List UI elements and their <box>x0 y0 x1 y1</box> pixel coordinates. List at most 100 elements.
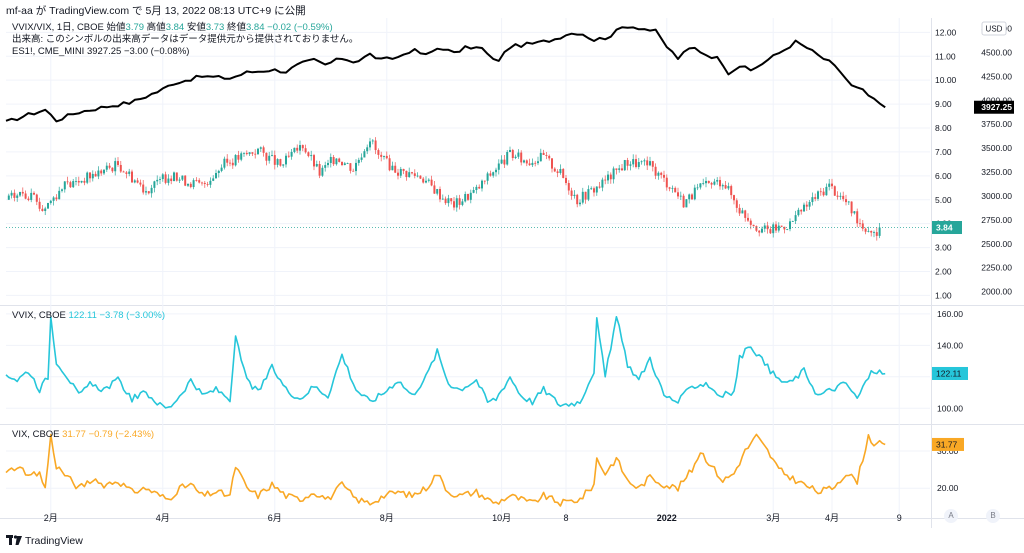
ratio-candle-body <box>663 174 665 178</box>
ratio-candle-body <box>363 151 366 158</box>
vix-last-price-label: 31.77 <box>936 439 958 449</box>
ratio-candle-body <box>38 201 41 209</box>
axis-button-a[interactable]: A <box>944 509 958 523</box>
es-tick-label: 4250.00 <box>981 71 1012 81</box>
ratio-candle-body <box>380 154 383 157</box>
ratio-candle-body <box>735 200 738 208</box>
es-symbol: ES1!, CME_MINI <box>12 46 85 57</box>
ratio-candle-body <box>447 198 450 204</box>
ratio-candle-body <box>531 162 534 166</box>
ratio-candle-body <box>805 204 808 207</box>
ratio-candle-body <box>16 195 19 198</box>
ratio-candle-body <box>251 152 254 154</box>
ratio-candle-body <box>346 163 349 165</box>
ratio-candle-body <box>752 224 755 227</box>
ratio-candle-body <box>422 178 425 183</box>
ratio-tick-label: 6.00 <box>935 171 952 181</box>
ratio-candle-body <box>517 152 520 157</box>
ratio-candle-body <box>828 183 831 187</box>
ratio-candle-body <box>601 179 604 188</box>
ratio-candle-body <box>63 181 66 190</box>
ratio-candle-body <box>716 180 719 182</box>
ratio-candle-body <box>388 158 391 171</box>
ratio-candle-body <box>117 161 119 165</box>
low-value: 3.73 <box>205 22 225 33</box>
ratio-candle-body <box>623 160 626 171</box>
ratio-candle-body <box>870 230 873 233</box>
ratio-candle-body <box>609 174 612 180</box>
ratio-candle-body <box>595 186 598 193</box>
ratio-candle-body <box>640 161 643 163</box>
ratio-candle-body <box>201 182 203 184</box>
ratio-candle-body <box>450 198 453 202</box>
ratio-candle-body <box>374 140 377 151</box>
ratio-candle-body <box>511 150 514 159</box>
ratio-candle-body <box>360 157 363 160</box>
ratio-candle-body <box>203 182 206 185</box>
ratio-candle-body <box>318 163 321 176</box>
ratio-candle-body <box>497 163 500 170</box>
vvix-last-price-label: 122.11 <box>936 368 962 378</box>
ratio-candle-body <box>439 189 441 200</box>
ratio-tick-label: 5.00 <box>935 195 952 205</box>
ratio-candle-body <box>215 173 217 179</box>
ratio-candle-body <box>528 163 531 166</box>
ratio-candle-body <box>797 209 800 216</box>
ratio-candle-body <box>91 173 94 179</box>
es-value: 3927.25 <box>86 46 122 57</box>
ratio-candle-body <box>766 225 769 230</box>
ratio-candle-body <box>195 180 198 181</box>
ratio-tick-label: 10.00 <box>935 75 957 85</box>
ratio-candle-body <box>229 162 231 164</box>
ratio-candle-body <box>114 161 117 172</box>
es-tick-label: 3750.00 <box>981 119 1012 129</box>
ratio-candle-body <box>397 172 399 176</box>
ratio-candle-body <box>35 194 38 202</box>
ratio-candle-body <box>702 183 705 184</box>
ratio-candle-body <box>556 171 559 174</box>
ratio-candle-body <box>534 162 537 164</box>
ratio-candle-body <box>696 187 699 189</box>
ratio-candle-body <box>878 227 881 236</box>
ratio-candle-body <box>72 181 75 188</box>
ratio-candle-body <box>408 172 411 178</box>
ratio-candle-body <box>349 163 352 171</box>
ratio-legend: VVIX/VIX, 1日, CBOE 始値3.79 高値3.84 安値3.73 … <box>12 22 333 33</box>
x-tick-label: 10月 <box>492 513 511 523</box>
ratio-last-price-badge <box>932 221 962 235</box>
es-tick-label: 2500.00 <box>981 239 1012 249</box>
ratio-candle-body <box>699 183 702 188</box>
ratio-candle-body <box>780 225 783 227</box>
ratio-candle-body <box>705 180 707 184</box>
close-value: 3.84 <box>246 22 265 33</box>
ratio-tick-label: 9.00 <box>935 99 952 109</box>
vvix-tick-label: 160.00 <box>937 309 963 319</box>
vix-last-price-badge <box>932 437 964 451</box>
ratio-candle-body <box>276 159 279 165</box>
ratio-candle-body <box>366 147 369 152</box>
ratio-candle-body <box>257 148 259 155</box>
ratio-candle-body <box>304 148 307 153</box>
es-tick-label: 3250.00 <box>981 167 1012 177</box>
chart-frame[interactable]: 12.0011.0010.009.008.007.006.005.004.003… <box>0 18 1024 528</box>
ratio-candle-body <box>822 191 825 196</box>
ratio-candle-body <box>674 187 677 193</box>
ratio-candle-body <box>635 159 637 167</box>
ratio-candle-body <box>13 192 16 198</box>
ratio-candle-body <box>343 163 346 166</box>
es-tick-label: 2000.00 <box>981 287 1012 297</box>
ratio-candle-body <box>287 155 290 157</box>
ratio-candle-body <box>545 154 548 156</box>
chart-canvas[interactable]: 12.0011.0010.009.008.007.006.005.004.003… <box>0 18 1024 528</box>
axis-button-b[interactable]: B <box>986 509 1000 523</box>
ratio-candle-body <box>831 183 833 187</box>
chart-header: mf-aa が TradingView.com で 5月 13, 2022 08… <box>0 0 1024 18</box>
ratio-candle-body <box>161 174 164 180</box>
x-tick-label: 8 <box>563 513 568 523</box>
ratio-candle-body <box>472 189 475 193</box>
vvix-line <box>5 315 886 409</box>
vix-tick-label: 30.00 <box>937 446 959 456</box>
ratio-tick-label: 12.00 <box>935 27 957 37</box>
ratio-candle-body <box>268 155 271 161</box>
ratio-candle-body <box>321 167 324 176</box>
